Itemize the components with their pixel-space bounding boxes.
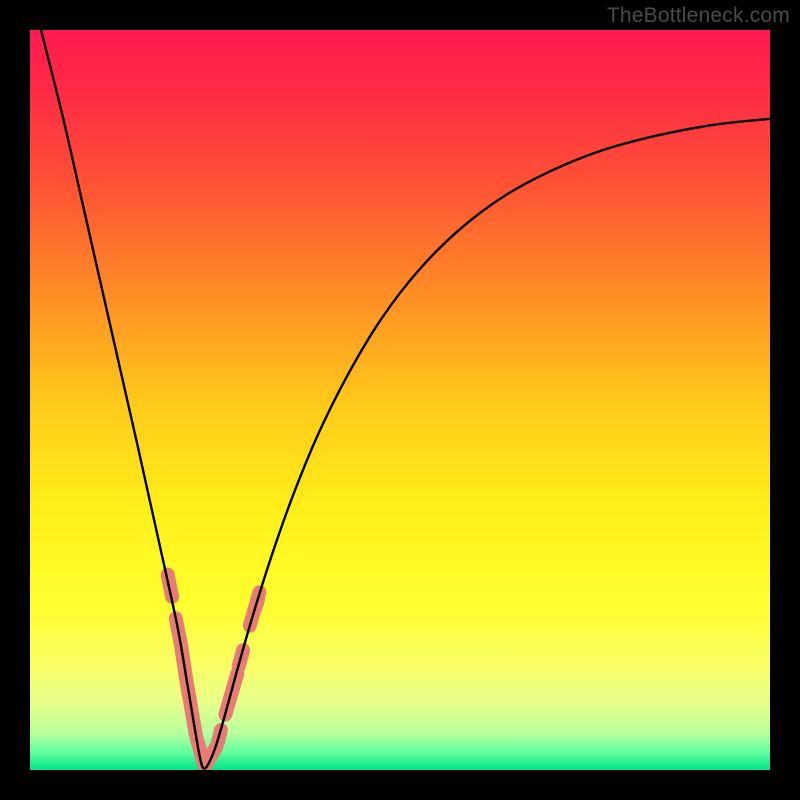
curve-layer [30,30,770,770]
plot-area [30,30,770,770]
marker-cluster [168,575,260,766]
watermark-text: TheBottleneck.com [607,4,790,28]
chart-outer-frame: TheBottleneck.com [0,0,800,800]
bottleneck-curve [30,30,770,769]
